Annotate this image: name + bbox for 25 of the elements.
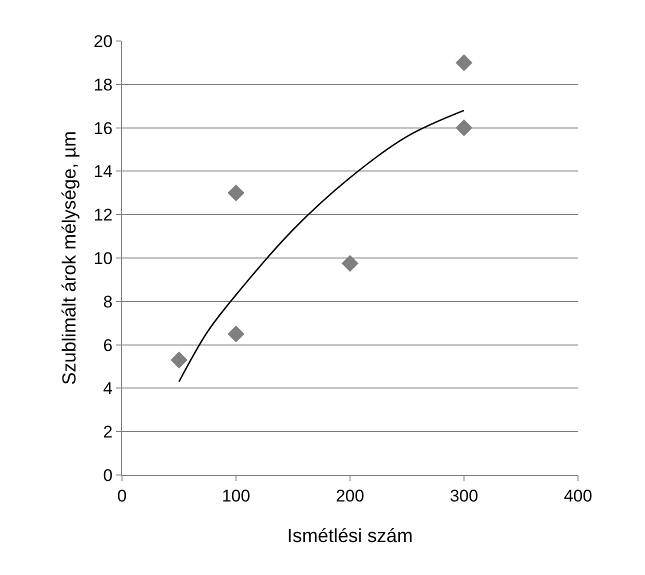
x-tick-label: 200 bbox=[336, 486, 364, 506]
y-tick-label: 12 bbox=[94, 206, 113, 225]
y-tick-label: 0 bbox=[103, 466, 113, 485]
y-tick-label: 2 bbox=[103, 422, 113, 442]
x-tick-label: 300 bbox=[450, 486, 478, 506]
point bbox=[228, 184, 244, 202]
line-series bbox=[178, 110, 465, 382]
point bbox=[456, 119, 472, 136]
x-tick-label: 100 bbox=[222, 486, 250, 506]
y-tick-label: 10 bbox=[94, 248, 113, 268]
y-tick-label: 18 bbox=[94, 75, 113, 94]
y-tick-label: 8 bbox=[103, 292, 113, 312]
y-tick-label: 6 bbox=[103, 336, 113, 355]
point bbox=[170, 352, 188, 368]
point bbox=[342, 254, 358, 272]
y-axis-title: Szublimált árok mélysége, µm bbox=[60, 131, 81, 385]
y-tick-label: 4 bbox=[103, 379, 113, 398]
y-tick-label: 14 bbox=[94, 162, 113, 182]
point bbox=[456, 54, 472, 72]
point bbox=[228, 326, 244, 342]
x-tick-label: 0 bbox=[117, 486, 127, 506]
y-tick-label: 16 bbox=[94, 118, 113, 138]
y-tick-label: 20 bbox=[94, 32, 113, 51]
x-axis-title: Ismétlési szám bbox=[287, 526, 413, 547]
x-tick-label: 400 bbox=[564, 486, 592, 506]
